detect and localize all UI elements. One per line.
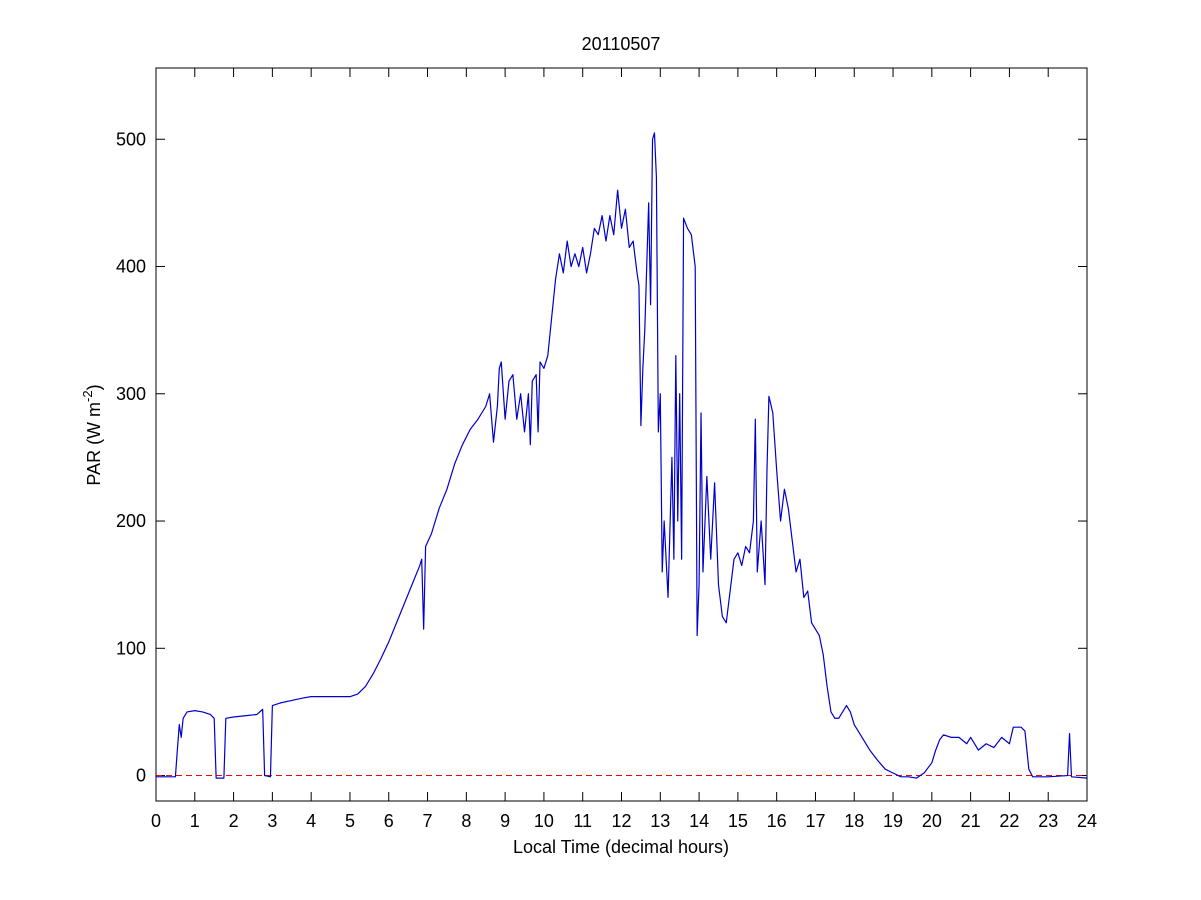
x-tick-label: 16	[767, 811, 787, 831]
x-tick-label: 4	[306, 811, 316, 831]
x-tick-label: 1	[190, 811, 200, 831]
x-tick-label: 22	[999, 811, 1019, 831]
x-tick-label: 10	[534, 811, 554, 831]
x-tick-label: 21	[961, 811, 981, 831]
x-tick-label: 15	[728, 811, 748, 831]
y-tick-label: 300	[116, 384, 146, 404]
x-tick-label: 12	[611, 811, 631, 831]
y-tick-label: 100	[116, 638, 146, 658]
data-line	[156, 132, 1088, 779]
x-tick-label: 6	[384, 811, 394, 831]
x-tick-label: 7	[423, 811, 433, 831]
x-tick-label: 24	[1077, 811, 1097, 831]
y-tick-label: 0	[136, 766, 146, 786]
y-axis-label: PAR (W m-2)	[80, 384, 104, 485]
plot-frame	[155, 67, 1088, 802]
x-tick-label: 11	[573, 811, 592, 831]
x-tick-label: 2	[229, 811, 239, 831]
x-tick-label: 14	[689, 811, 709, 831]
x-tick-label: 5	[345, 811, 355, 831]
x-tick-label: 9	[500, 811, 510, 831]
x-tick-label: 20	[922, 811, 942, 831]
y-label-sup: -2	[80, 390, 95, 402]
x-axis-label: Local Time (decimal hours)	[513, 837, 729, 857]
y-label-text: PAR (W m	[84, 402, 104, 486]
x-tick-label: 13	[650, 811, 670, 831]
y-tick-label: 500	[116, 129, 146, 149]
x-tick-label: 17	[805, 811, 825, 831]
chart-title: 20110507	[582, 34, 661, 54]
x-tick-label: 18	[844, 811, 864, 831]
y-tick-label: 400	[116, 257, 146, 277]
x-tick-label: 23	[1038, 811, 1058, 831]
x-tick-label: 19	[883, 811, 903, 831]
y-label-suffix: )	[84, 384, 104, 390]
x-tick-label: 8	[461, 811, 471, 831]
y-tick-label: 200	[116, 511, 146, 531]
x-tick-label: 0	[151, 811, 161, 831]
x-tick-label: 3	[267, 811, 277, 831]
